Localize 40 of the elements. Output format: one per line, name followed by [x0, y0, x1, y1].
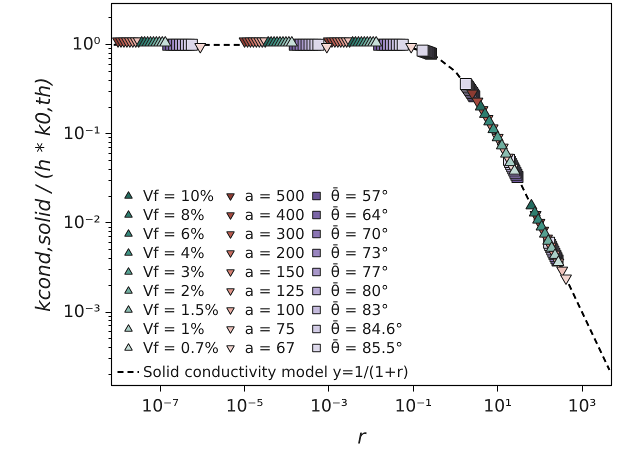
- legend-label: θ̄ = 84.6°: [330, 319, 403, 338]
- legend-label: θ̄ = 83°: [330, 300, 389, 319]
- legend-label: a = 300: [244, 224, 305, 243]
- legend-label: θ̄ = 57°: [330, 186, 389, 205]
- y-tick-label: 10⁰: [72, 34, 101, 55]
- legend-label: a = 100: [244, 300, 305, 319]
- legend-label: Solid conductivity model y=1/(1+r): [143, 362, 409, 381]
- legend-label: θ̄ = 73°: [330, 243, 389, 262]
- x-tick-label: 10³: [568, 396, 596, 416]
- legend-label: a = 67: [244, 338, 296, 357]
- legend-label: a = 125: [244, 281, 305, 300]
- y-axis-title: kcond,solid / (h * k0,th): [31, 77, 56, 312]
- x-tick-label: 10⁻³: [310, 396, 348, 416]
- x-axis-title: r: [357, 424, 368, 448]
- legend-label: a = 400: [244, 205, 305, 224]
- legend-label: a = 200: [244, 243, 305, 262]
- legend-label: θ̄ = 80°: [330, 281, 389, 300]
- legend-label: θ̄ = 64°: [330, 205, 389, 224]
- legend-label: θ̄ = 70°: [330, 224, 389, 243]
- legend-label: Vf = 6%: [143, 224, 204, 243]
- legend-label: Vf = 0.7%: [143, 338, 219, 357]
- legend-label: Vf = 1%: [143, 319, 204, 338]
- legend-label: a = 75: [244, 319, 296, 338]
- x-tick-label: 10⁻⁵: [226, 396, 264, 416]
- legend-label: Vf = 8%: [143, 205, 204, 224]
- y-tick-label: 10⁻¹: [63, 124, 100, 144]
- x-tick-label: 10⁻¹: [394, 396, 432, 416]
- y-tick-label: 10⁻³: [63, 302, 100, 322]
- legend-label: Vf = 2%: [143, 281, 204, 300]
- legend-label: θ̄ = 85.5°: [330, 338, 403, 357]
- legend-label: a = 150: [244, 262, 305, 281]
- legend-label: Vf = 1.5%: [143, 300, 219, 319]
- x-tick-label: 10⁻⁷: [142, 396, 180, 416]
- legend-label: a = 500: [244, 186, 305, 205]
- legend-label: Vf = 3%: [143, 262, 204, 281]
- legend-label: θ̄ = 77°: [330, 262, 389, 281]
- legend-label: Vf = 4%: [143, 243, 204, 262]
- y-tick-label: 10⁻²: [63, 212, 100, 233]
- x-tick-label: 10¹: [483, 396, 512, 416]
- legend-label: Vf = 10%: [143, 186, 214, 205]
